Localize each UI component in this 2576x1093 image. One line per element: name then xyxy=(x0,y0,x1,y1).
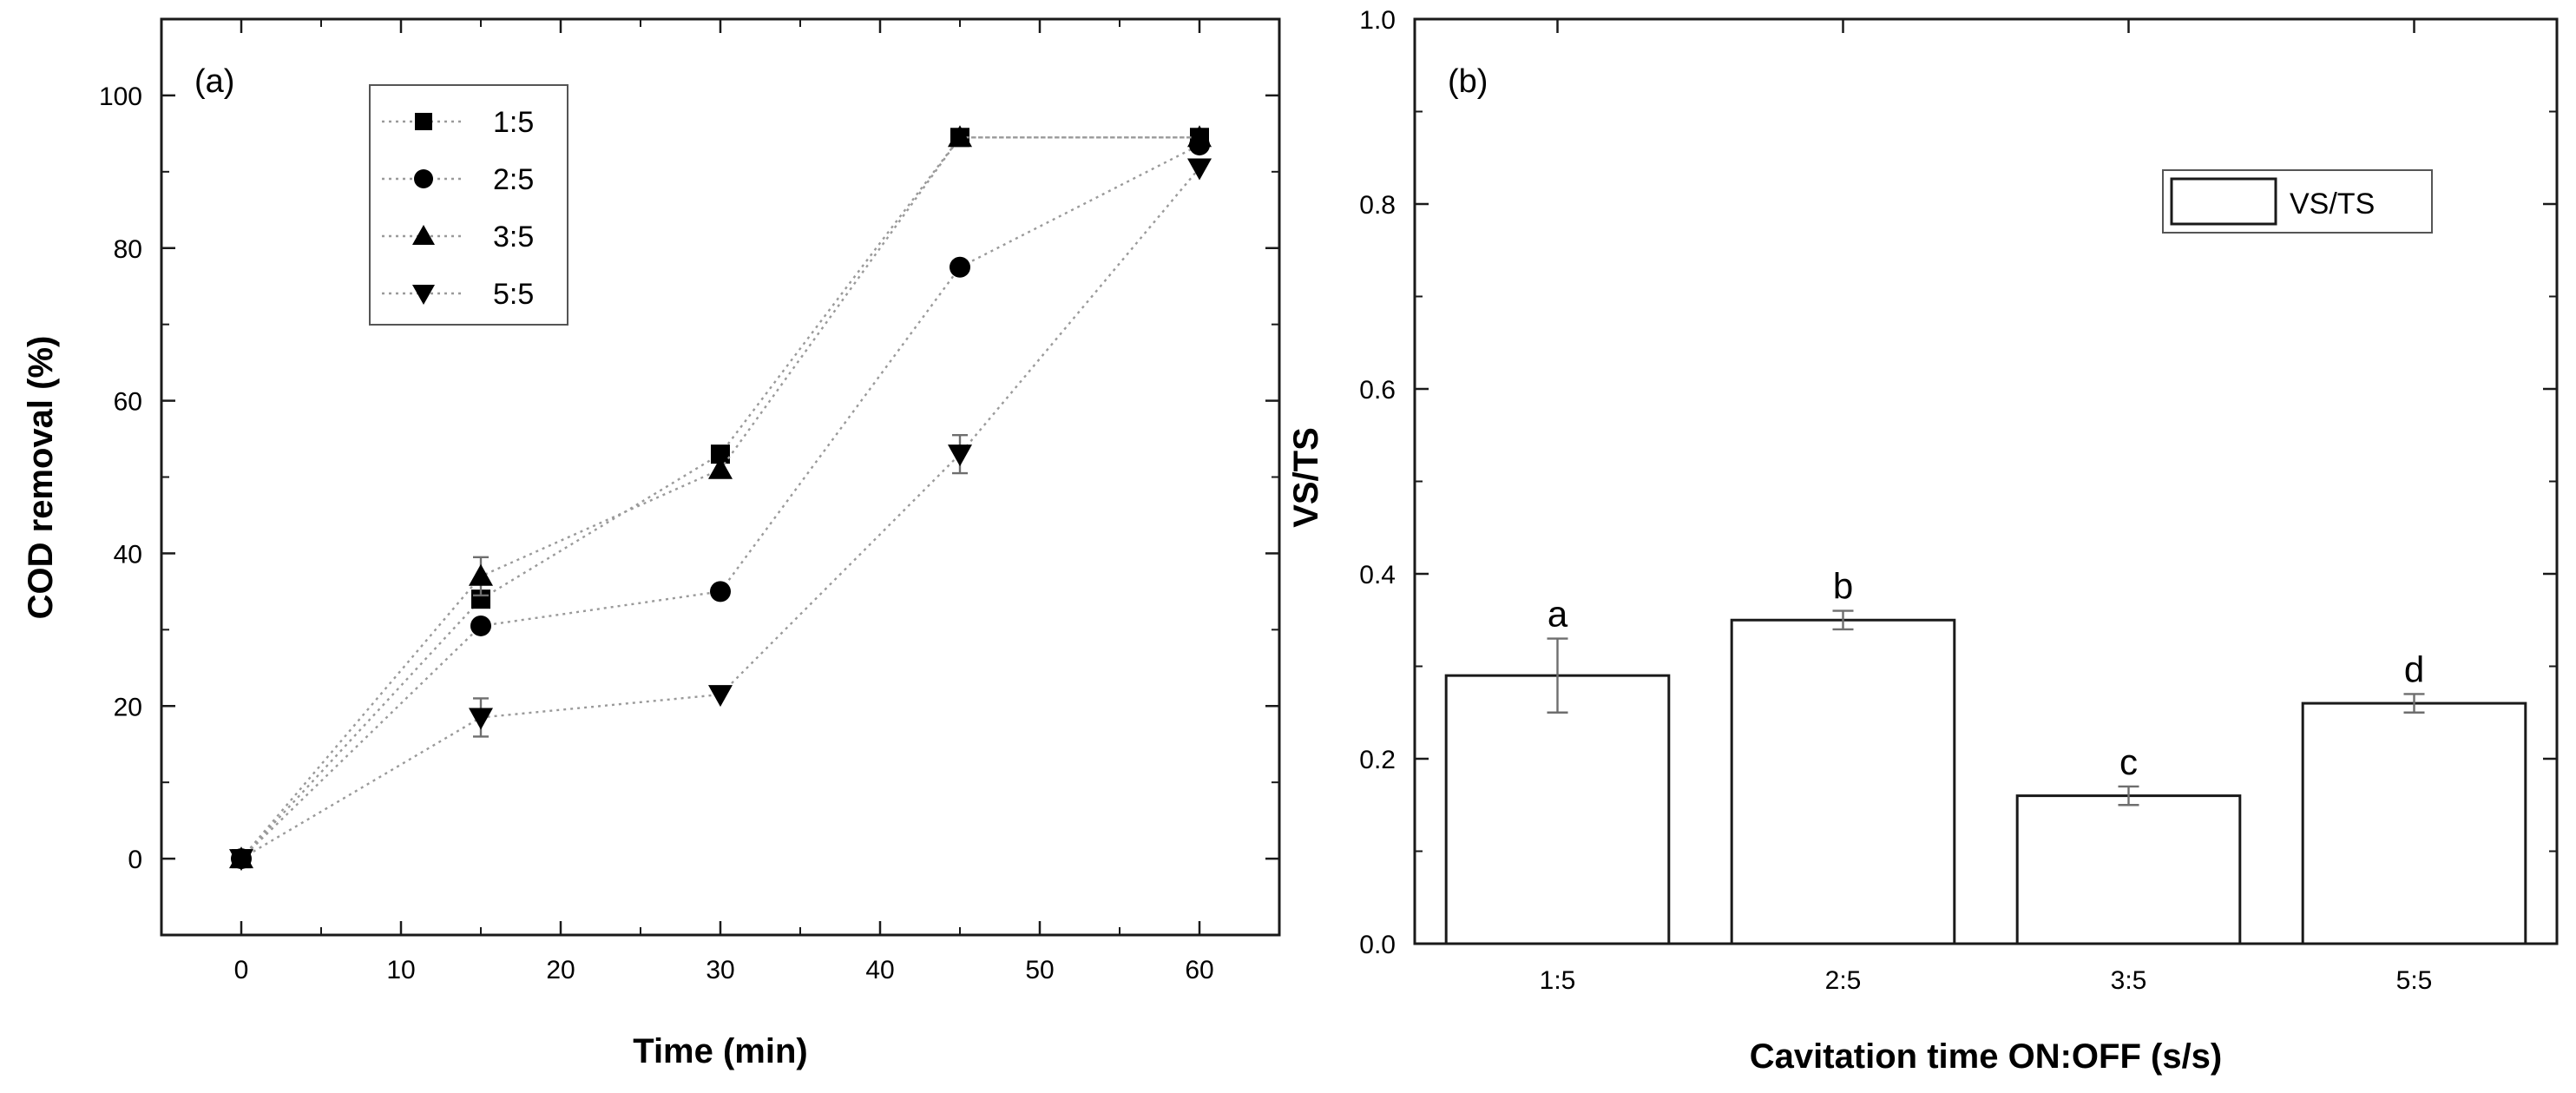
panel-b-bars-group: a b c d xyxy=(1444,566,2527,945)
x-tick-label: 30 xyxy=(706,956,734,984)
legend-marker xyxy=(415,113,432,130)
y-tick-label: 0.6 xyxy=(1359,376,1396,405)
panel-b-x-axis-title: Cavitation time ON:OFF (s/s) xyxy=(1750,1037,2223,1076)
data-point xyxy=(948,444,972,467)
panel-b-axes: 0.0 0.2 0.4 0.6 0.8 1.0 1:5 2:5 3:5 5:5 xyxy=(1359,6,2557,995)
data-point xyxy=(1187,158,1212,181)
y-tick-label: 0.4 xyxy=(1359,561,1396,589)
series-5-5 xyxy=(229,158,1212,872)
panel-a-label: (a) xyxy=(194,63,234,100)
y-tick-label: 0.2 xyxy=(1359,746,1396,774)
significance-label: c xyxy=(2119,741,2138,782)
y-tick-label: 0 xyxy=(128,846,142,874)
bar xyxy=(1444,674,1671,945)
panel-b-label: (b) xyxy=(1448,63,1488,100)
legend-swatch xyxy=(2170,177,2277,226)
legend-marker xyxy=(414,169,433,188)
panel-b-y-axis-title: VS/TS xyxy=(1287,427,1325,528)
x-tick-label: 60 xyxy=(1185,956,1213,984)
series-line xyxy=(240,143,1200,859)
x-tick-label: 3:5 xyxy=(2111,966,2147,995)
data-point xyxy=(469,563,493,586)
x-tick-label: 0 xyxy=(234,956,249,984)
legend-marker xyxy=(412,225,435,245)
y-tick-label: 40 xyxy=(114,540,142,569)
x-tick-label: 50 xyxy=(1025,956,1054,984)
bar xyxy=(2015,794,2242,945)
y-tick-label: 100 xyxy=(99,82,142,111)
data-point xyxy=(710,581,731,602)
data-point xyxy=(711,444,730,464)
legend-label: VS/TS xyxy=(2290,188,2375,221)
legend-label: 3:5 xyxy=(493,221,534,253)
bar xyxy=(2301,701,2527,945)
x-tick-label: 1:5 xyxy=(1540,966,1576,995)
panel-a-axes: 0 10 20 30 40 50 60 0 20 40 60 80 100 xyxy=(99,18,1280,984)
significance-label: d xyxy=(2404,649,2424,689)
data-point xyxy=(950,256,970,278)
legend-label: 2:5 xyxy=(493,163,534,196)
x-tick-label: 40 xyxy=(865,956,894,984)
panel-a-series-group xyxy=(229,125,1212,872)
y-tick-label: 1.0 xyxy=(1359,6,1396,35)
panel-a-y-axis-title: COD removal (%) xyxy=(22,336,60,620)
x-tick-label: 20 xyxy=(546,956,575,984)
y-tick-label: 80 xyxy=(114,235,142,264)
data-point xyxy=(469,708,493,730)
significance-label: b xyxy=(1833,566,1853,607)
panel-b-legend: VS/TS xyxy=(2162,169,2433,234)
y-tick-label: 0.8 xyxy=(1359,191,1396,220)
data-point xyxy=(229,849,253,872)
data-point xyxy=(948,125,972,148)
panel-a-line-chart: 0 10 20 30 40 50 60 0 20 40 60 80 100 (a) Time (min)… xyxy=(22,17,1281,1070)
legend-label: 1:5 xyxy=(493,106,534,139)
bar xyxy=(1730,618,1956,945)
legend-label: 5:5 xyxy=(493,278,534,311)
data-point xyxy=(1187,125,1212,148)
x-tick-label: 2:5 xyxy=(1825,966,1862,995)
data-point xyxy=(708,685,733,708)
data-point xyxy=(470,615,491,636)
x-tick-label: 5:5 xyxy=(2396,966,2433,995)
y-tick-label: 20 xyxy=(114,693,142,721)
y-tick-label: 60 xyxy=(114,388,142,417)
data-point xyxy=(708,457,733,479)
panel-a-x-axis-title: Time (min) xyxy=(633,1032,808,1070)
series-3-5 xyxy=(229,125,1212,869)
x-tick-label: 10 xyxy=(386,956,415,984)
legend-marker xyxy=(412,285,435,305)
legend-box xyxy=(369,84,568,326)
y-tick-label: 0.0 xyxy=(1359,931,1396,959)
significance-label: a xyxy=(1548,594,1568,635)
panel-a-legend: 1:5 2:5 3:5 5:5 xyxy=(369,84,568,326)
